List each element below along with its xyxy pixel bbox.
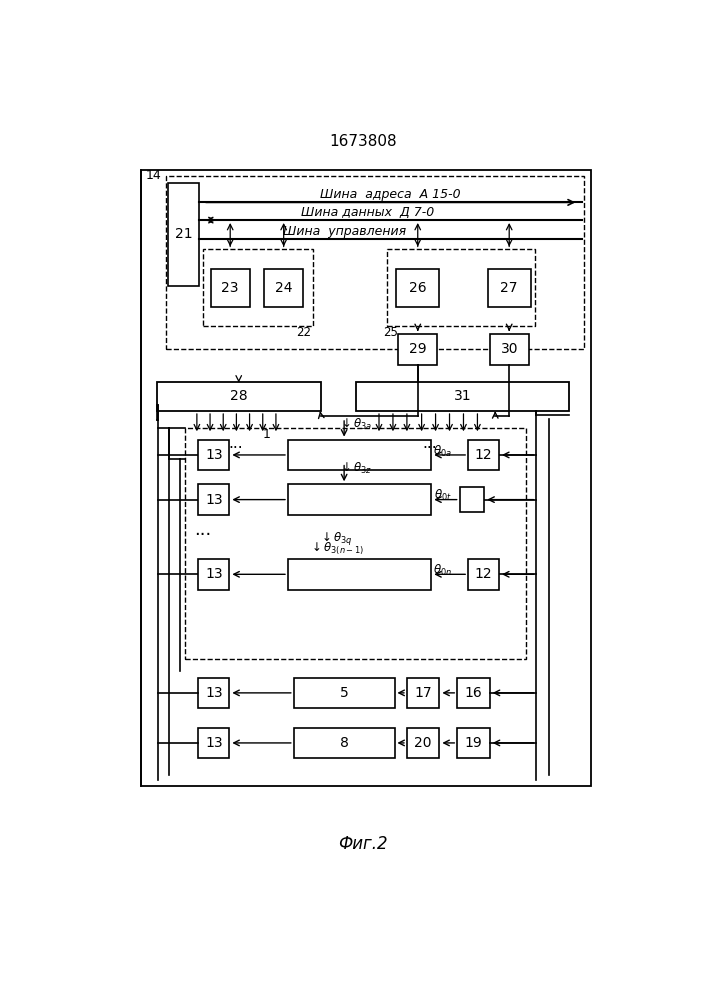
Text: $\downarrow\theta_{3z}$: $\downarrow\theta_{3z}$ [339, 461, 373, 476]
Text: 17: 17 [414, 686, 432, 700]
Bar [468, 559, 499, 590]
Bar [468, 440, 499, 470]
Text: 13: 13 [205, 736, 223, 750]
Bar [199, 678, 230, 708]
Text: $\theta_{0a}$: $\theta_{0a}$ [433, 444, 452, 459]
Bar [293, 728, 395, 758]
Text: $\downarrow\theta_{3(n-1)}$: $\downarrow\theta_{3(n-1)}$ [309, 541, 364, 557]
Text: Фиг.2: Фиг.2 [338, 835, 387, 853]
Text: ...: ... [422, 436, 437, 451]
Text: $\downarrow\theta_{3a}$: $\downarrow\theta_{3a}$ [339, 417, 373, 432]
Text: 19: 19 [464, 736, 482, 750]
Bar [141, 170, 590, 786]
Bar [199, 559, 230, 590]
Bar [488, 269, 530, 307]
Bar [460, 487, 484, 512]
Text: $\downarrow\theta_{3q}$: $\downarrow\theta_{3q}$ [320, 530, 354, 547]
Bar [407, 678, 440, 708]
Bar [156, 382, 321, 411]
Bar [398, 334, 437, 365]
Bar [288, 484, 431, 515]
Text: 12: 12 [475, 448, 493, 462]
Text: 30: 30 [501, 342, 518, 356]
Text: 29: 29 [409, 342, 426, 356]
Text: 25: 25 [383, 326, 398, 339]
Text: 12: 12 [475, 567, 493, 581]
Text: 13: 13 [205, 567, 223, 581]
Bar [166, 176, 585, 349]
Text: 13: 13 [205, 686, 223, 700]
Bar [168, 183, 199, 286]
Text: 1673808: 1673808 [329, 134, 397, 149]
Text: 1: 1 [263, 428, 271, 441]
Bar [264, 269, 303, 307]
Bar [199, 440, 230, 470]
Bar [387, 249, 534, 326]
Bar [185, 428, 526, 659]
Bar [288, 559, 431, 590]
Text: Шина  управления: Шина управления [283, 225, 406, 238]
Bar [288, 440, 431, 470]
Text: 5: 5 [340, 686, 349, 700]
Bar [199, 728, 230, 758]
Bar [407, 728, 440, 758]
Bar [397, 269, 439, 307]
Text: ...: ... [194, 521, 211, 539]
Text: 21: 21 [175, 227, 192, 241]
Text: 20: 20 [414, 736, 432, 750]
Text: 22: 22 [296, 326, 311, 339]
Text: 31: 31 [453, 389, 471, 403]
Text: ...: ... [228, 436, 243, 451]
Bar [457, 678, 490, 708]
Text: $\theta_{0n}$: $\theta_{0n}$ [433, 563, 452, 578]
Text: 16: 16 [464, 686, 482, 700]
Text: Шина  адреса  А 15-0: Шина адреса А 15-0 [320, 188, 461, 201]
Bar [490, 334, 529, 365]
Text: $\theta_{0t}$: $\theta_{0t}$ [434, 488, 452, 503]
Text: 13: 13 [205, 448, 223, 462]
Text: 26: 26 [409, 281, 426, 295]
Text: 23: 23 [221, 281, 239, 295]
Bar [199, 484, 230, 515]
Bar [356, 382, 569, 411]
Text: Шина данных  Д 7-0: Шина данных Д 7-0 [300, 206, 434, 219]
Text: 24: 24 [275, 281, 293, 295]
Bar [203, 249, 313, 326]
Text: 27: 27 [501, 281, 518, 295]
Text: 14: 14 [146, 169, 161, 182]
Text: 28: 28 [230, 389, 247, 403]
Bar [457, 728, 490, 758]
Text: 13: 13 [205, 493, 223, 507]
Bar [211, 269, 250, 307]
Bar [293, 678, 395, 708]
Text: 8: 8 [339, 736, 349, 750]
